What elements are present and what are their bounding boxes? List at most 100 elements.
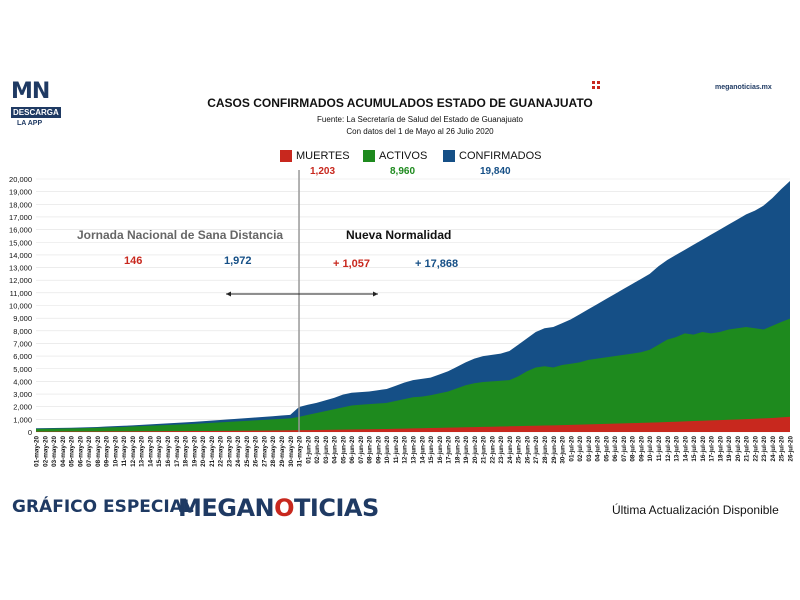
x-tick-label: 19-may-20	[191, 436, 198, 467]
x-tick-label: 05-may-20	[69, 436, 76, 467]
x-tick-label: 07-jul-20	[621, 436, 628, 462]
annotation-period1-label: Jornada Nacional de Sana Distancia	[77, 228, 283, 242]
x-tick-label: 04-jun-20	[332, 436, 339, 464]
x-tick-label: 29-jun-20	[551, 436, 558, 464]
x-tick-label: 23-may-20	[226, 436, 233, 467]
legend-item-confirmados: CONFIRMADOS	[443, 150, 542, 162]
x-tick-label: 18-may-20	[183, 436, 190, 467]
legend-label: ACTIVOS	[379, 150, 428, 162]
y-tick-label: 10,000	[9, 302, 32, 311]
y-tick-label: 20,000	[9, 175, 32, 184]
x-tick-label: 05-jun-20	[340, 436, 347, 464]
x-tick-label: 02-jun-20	[314, 436, 321, 464]
annotation-period1-deaths: 146	[124, 255, 142, 267]
y-tick-label: 3,000	[13, 390, 32, 399]
x-tick-label: 06-may-20	[77, 436, 84, 467]
legend-swatch	[280, 150, 292, 162]
x-tick-label: 18-jun-20	[454, 436, 461, 464]
y-tick-label: 16,000	[9, 226, 32, 235]
x-tick-label: 26-may-20	[253, 436, 260, 467]
x-tick-label: 27-may-20	[261, 436, 268, 467]
x-tick-label: 14-jun-20	[419, 436, 426, 464]
x-tick-label: 31-may-20	[297, 436, 304, 467]
x-tick-label: 22-may-20	[218, 436, 225, 467]
x-tick-label: 13-jul-20	[674, 436, 681, 462]
y-tick-label: 2,000	[13, 403, 32, 412]
x-tick-label: 27-jun-20	[533, 436, 540, 464]
x-tick-label: 11-may-20	[121, 436, 128, 467]
x-tick-label: 10-may-20	[112, 436, 119, 467]
x-tick-label: 14-jul-20	[682, 436, 689, 462]
x-tick-label: 06-jun-20	[349, 436, 356, 464]
x-tick-label: 12-jun-20	[402, 436, 409, 464]
x-tick-label: 16-may-20	[165, 436, 172, 467]
x-tick-label: 19-jul-20	[726, 436, 733, 462]
x-tick-label: 10-jul-20	[647, 436, 654, 462]
x-tick-label: 05-jul-20	[603, 436, 610, 462]
x-tick-label: 09-jul-20	[638, 436, 645, 462]
x-tick-label: 20-jul-20	[735, 436, 742, 462]
arrow-right-head	[373, 291, 378, 297]
x-tick-label: 25-jul-20	[779, 436, 786, 462]
legend-swatch	[443, 150, 455, 162]
footer-label: GRÁFICO ESPECIAL	[12, 497, 194, 517]
x-tick-label: 09-may-20	[104, 436, 111, 467]
x-tick-label: 28-jun-20	[542, 436, 549, 464]
x-tick-label: 03-may-20	[51, 436, 58, 467]
grid-icon	[592, 81, 600, 89]
annotation-period2-label: Nueva Normalidad	[346, 228, 451, 242]
x-tick-label: 21-may-20	[209, 436, 216, 467]
y-axis-ticks: 0 1,000 2,000 3,000 4,000 5,000 6,000 7,000 8,00…	[9, 175, 32, 437]
x-tick-label: 10-jun-20	[384, 436, 391, 464]
annotation-period2-deaths: + 1,057	[333, 258, 370, 270]
y-tick-label: 1,000	[13, 415, 32, 424]
chart-date-range: Con datos del 1 de Mayo al 26 Julio 2020	[346, 127, 494, 136]
x-tick-label: 20-may-20	[200, 436, 207, 467]
x-tick-label: 17-jul-20	[709, 436, 716, 462]
x-tick-label: 17-jun-20	[446, 436, 453, 464]
x-tick-label: 04-may-20	[60, 436, 67, 467]
x-tick-label: 24-jul-20	[770, 436, 777, 462]
x-tick-label: 08-jul-20	[630, 436, 637, 462]
x-tick-label: 08-may-20	[95, 436, 102, 467]
x-tick-label: 26-jul-20	[788, 436, 795, 462]
x-tick-label: 07-may-20	[86, 436, 93, 467]
x-tick-label: 11-jul-20	[656, 436, 663, 462]
x-tick-label: 24-may-20	[235, 436, 242, 467]
y-tick-label: 8,000	[13, 327, 32, 336]
x-tick-label: 04-jul-20	[595, 436, 602, 462]
x-tick-label: 15-may-20	[156, 436, 163, 467]
x-tick-label: 30-jun-20	[560, 436, 567, 464]
legend-total-confirmados: 19,840	[480, 166, 511, 177]
chart-source: Fuente: La Secretaría de Salud del Estad…	[317, 115, 523, 124]
x-tick-label: 21-jul-20	[744, 436, 751, 462]
x-tick-label: 30-may-20	[288, 436, 295, 467]
x-tick-label: 12-may-20	[130, 436, 137, 467]
x-tick-label: 07-jun-20	[358, 436, 365, 464]
meganoticias-logo: MN DESCARGA LA APP	[11, 81, 61, 127]
y-tick-label: 14,000	[9, 251, 32, 260]
x-tick-label: 18-jul-20	[717, 436, 724, 462]
chart-title: CASOS CONFIRMADOS ACUMULADOS ESTADO DE G…	[207, 96, 593, 110]
y-tick-label: 12,000	[9, 276, 32, 285]
y-tick-label: 0	[28, 428, 32, 437]
x-tick-label: 15-jul-20	[691, 436, 698, 462]
x-tick-label: 22-jun-20	[489, 436, 496, 464]
x-tick-label: 25-jun-20	[516, 436, 523, 464]
x-tick-label: 02-may-20	[42, 436, 49, 467]
y-tick-label: 6,000	[13, 352, 32, 361]
x-tick-label: 01-may-20	[34, 436, 41, 467]
legend-item-muertes: MUERTES	[280, 150, 350, 162]
y-tick-label: 9,000	[13, 314, 32, 323]
annotation-period1-confirmed: 1,972	[224, 255, 252, 267]
y-tick-label: 17,000	[9, 213, 32, 222]
legend-item-activos: ACTIVOS	[363, 150, 427, 162]
area-chart: 0 1,000 2,000 3,000 4,000 5,000 6,000 7,000 8,00…	[9, 170, 795, 467]
footer-brand: MEGANOTICIAS	[178, 494, 379, 522]
x-tick-label: 28-may-20	[270, 436, 277, 467]
x-tick-label: 26-jun-20	[524, 436, 531, 464]
x-tick-label: 09-jun-20	[375, 436, 382, 464]
x-tick-label: 14-may-20	[147, 436, 154, 467]
legend-total-activos: 8,960	[390, 166, 416, 177]
legend-label: MUERTES	[296, 150, 350, 162]
